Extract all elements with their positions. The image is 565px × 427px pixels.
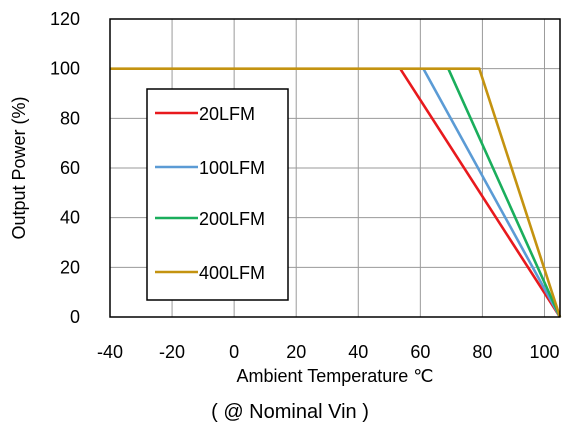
series-line-100lfm <box>422 68 562 318</box>
y-tick-label: 20 <box>60 257 80 277</box>
legend-label-20lfm: 20LFM <box>199 104 255 124</box>
y-tick-label: 80 <box>60 108 80 128</box>
y-tick-label: 60 <box>60 158 80 178</box>
chart-caption: ( @ Nominal Vin ) <box>211 401 369 423</box>
legend: 20LFM 100LFM 200LFM 400LFM <box>146 88 289 301</box>
x-tick-label: -40 <box>97 342 123 362</box>
x-tick-label: 40 <box>348 342 368 362</box>
legend-label-100lfm: 100LFM <box>199 158 265 178</box>
x-tick-labels: -40 -20 0 20 40 60 80 100 <box>97 342 560 362</box>
x-tick-label: 100 <box>529 342 559 362</box>
y-tick-label: 120 <box>50 9 80 29</box>
y-axis-title: Output Power (%) <box>9 96 29 239</box>
x-tick-label: 80 <box>472 342 492 362</box>
x-tick-label: 20 <box>286 342 306 362</box>
plot-frame <box>109 18 561 318</box>
legend-label-400lfm: 400LFM <box>199 263 265 283</box>
y-tick-label: 0 <box>70 307 80 327</box>
legend-label-200lfm: 200LFM <box>199 209 265 229</box>
x-tick-label: 0 <box>229 342 239 362</box>
y-tick-label: 40 <box>60 208 80 228</box>
series-line-200lfm <box>447 68 562 318</box>
x-axis-title: Ambient Temperature ℃ <box>237 366 434 386</box>
x-tick-label: -20 <box>159 342 185 362</box>
x-tick-label: 60 <box>410 342 430 362</box>
series-line-400lfm <box>110 67 562 318</box>
y-tick-label: 100 <box>50 59 80 79</box>
y-tick-labels: 0 20 40 60 80 100 120 <box>50 9 80 327</box>
series-lines <box>110 67 562 318</box>
legend-box <box>146 88 289 301</box>
series-line-20lfm <box>399 67 562 318</box>
